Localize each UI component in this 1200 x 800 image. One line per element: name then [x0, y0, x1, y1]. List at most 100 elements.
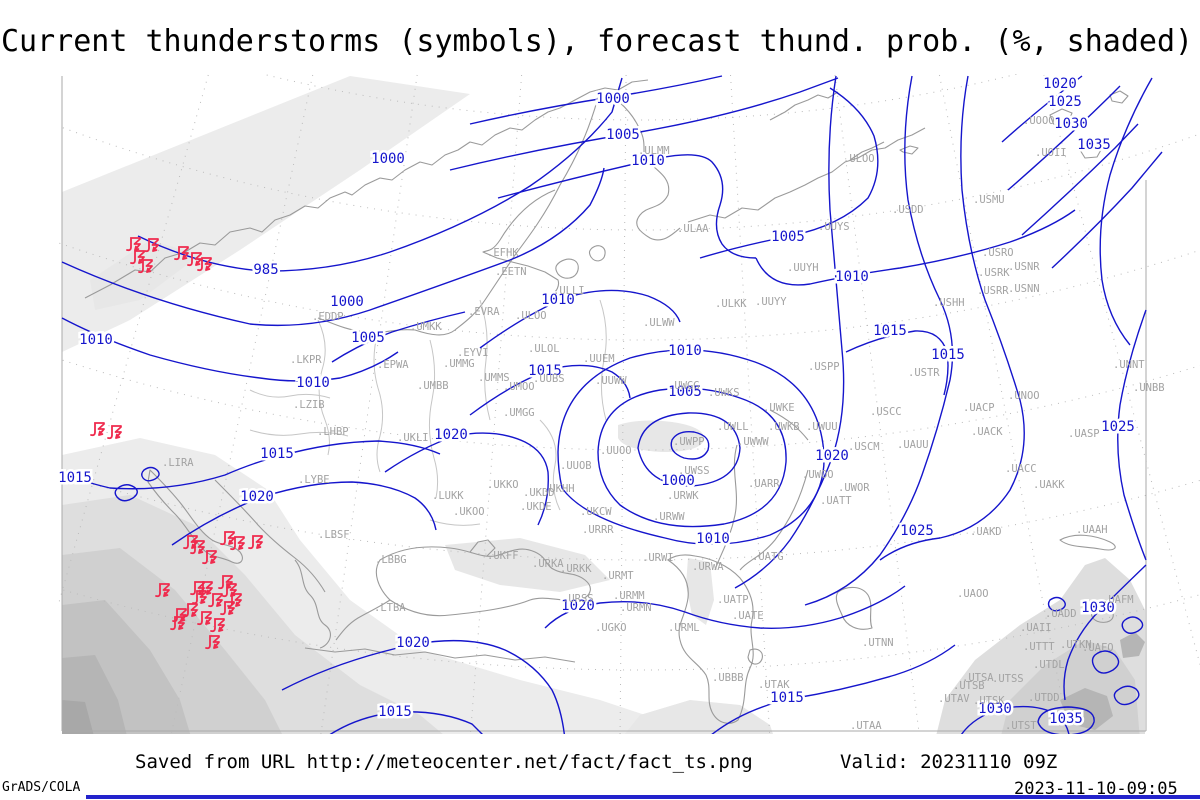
station-code-label: .UUWW [595, 375, 627, 387]
isobar-value-label: 1025 [1101, 419, 1135, 435]
station-code-label: .UNOO [1008, 390, 1040, 402]
station-code-label: .URSS [562, 593, 594, 605]
thunderstorm-icon [187, 252, 202, 267]
station-code-label: .UATG [752, 551, 784, 563]
isobar-value-label: 1005 [606, 127, 640, 143]
station-code-label: .UKHH [543, 483, 575, 495]
isobar-value-label: 1020 [434, 427, 468, 443]
coastline-path [667, 554, 754, 724]
coastline-path [84, 79, 649, 299]
isobar-value-label: 1000 [596, 91, 630, 107]
isobar-path [331, 311, 466, 363]
station-code-label: .UWPP [673, 436, 705, 448]
next-map-edge-strip [86, 795, 1200, 799]
isobar-path [879, 75, 1025, 561]
thunderstorm-icon [248, 535, 263, 550]
station-code-label: .USRR [977, 285, 1009, 297]
isobar-value-label: 1015 [58, 470, 92, 486]
station-code-label: .UTTT [1023, 641, 1055, 653]
station-code-label: .UWUU [806, 421, 838, 433]
country-border-path [429, 519, 481, 526]
station-code-label: .UWKB [768, 421, 800, 433]
station-code-label: .UTAK [758, 679, 790, 691]
station-code-label: .UWKE [763, 402, 795, 414]
isobar-path [1037, 706, 1095, 734]
isobar-value-label: 1010 [79, 332, 113, 348]
station-code-label: .UWKS [708, 387, 740, 399]
station-code-label: .UNNT [1113, 359, 1145, 371]
station-code-label: .UUOB [560, 460, 592, 472]
isobar-path [804, 75, 954, 606]
station-code-label: .UKOO [453, 506, 485, 518]
coastline-path [769, 91, 839, 121]
station-code-label: .UATT [820, 495, 852, 507]
isobar-value-label: 1010 [696, 531, 730, 547]
thunder-probability-shaded-area [618, 420, 705, 452]
station-code-label: .UOII [1035, 147, 1067, 159]
station-code-label: .URWA [692, 561, 724, 573]
coastline-path [609, 94, 681, 241]
thunderstorm-icon [144, 238, 159, 253]
station-code-label: .ULMM [638, 145, 670, 157]
station-code-label: .URWW [653, 511, 685, 523]
station-code-label: .UADD [1045, 608, 1077, 620]
station-code-label: .ULAA [677, 223, 709, 235]
isobar-value-label: 1035 [1049, 711, 1083, 727]
coastline-path [304, 647, 576, 663]
station-code-label: .UAFM [1102, 594, 1134, 606]
thunderstorm-icon [126, 237, 141, 252]
isobar-value-label: 1015 [873, 323, 907, 339]
station-code-label: .LYBE [298, 474, 330, 486]
coastline-path [317, 89, 601, 336]
isobar-path [670, 430, 710, 460]
isobar-value-label: 1010 [668, 343, 702, 359]
isobar-value-label: 1025 [1048, 94, 1082, 110]
station-code-label: .USDD [892, 204, 924, 216]
station-code-label: .UUEM [583, 353, 615, 365]
isobar-value-label: 1010 [296, 375, 330, 391]
country-border-path [539, 419, 561, 511]
station-code-label: .UTSS [992, 673, 1024, 685]
isobar-value-label: 1000 [330, 294, 364, 310]
coastline-path [899, 145, 919, 155]
station-code-label: .LBBG [375, 554, 407, 566]
country-border-path [249, 389, 331, 399]
isobar-value-label: 1010 [541, 292, 575, 308]
station-code-label: .UMMS [478, 372, 510, 384]
station-code-label: .ULKK [715, 298, 747, 310]
country-border-path [373, 331, 384, 473]
isobar-value-label: 1030 [1054, 116, 1088, 132]
isobar-path [1007, 85, 1121, 191]
coastline-path [1109, 90, 1129, 104]
thunderstorm-icon [197, 611, 212, 626]
station-code-label: .USPP [808, 361, 840, 373]
station-code-label: .LBSF [318, 529, 350, 541]
station-code-label: .USCC [870, 406, 902, 418]
isobar-path [1021, 123, 1139, 236]
station-code-label: .EFHK [487, 247, 519, 259]
thunderstorm-icon [130, 250, 145, 265]
station-code-label: .UMOO [503, 381, 535, 393]
station-code-label: .UWLL [717, 421, 749, 433]
station-code-label: .ULOO [515, 310, 547, 322]
station-code-label: .ULOL [528, 343, 560, 355]
coastline-path [1049, 108, 1073, 126]
station-code-label: .LKPR [290, 354, 322, 366]
country-border-path [599, 299, 607, 421]
isobar-value-label: 1020 [815, 448, 849, 464]
isobar-path [1047, 596, 1066, 612]
station-code-label: .UUYH [787, 262, 819, 274]
isobar-value-label: 1005 [351, 330, 385, 346]
station-code-label: .ULLI [553, 285, 585, 297]
coastline-path [714, 444, 738, 571]
isobar-value-label: 1000 [661, 473, 695, 489]
station-code-label: .UWWW [737, 436, 769, 448]
coastline-path [335, 599, 391, 641]
isobar-path [734, 75, 845, 589]
thunderstorm-icon [90, 422, 105, 437]
timestamp-label: 2023-11-10-09:05 [1014, 779, 1178, 799]
station-code-label: .UTST [1005, 720, 1037, 732]
station-code-label: .UTSK [973, 695, 1005, 707]
isobar-path [1121, 616, 1144, 634]
coastline-path [555, 258, 579, 279]
